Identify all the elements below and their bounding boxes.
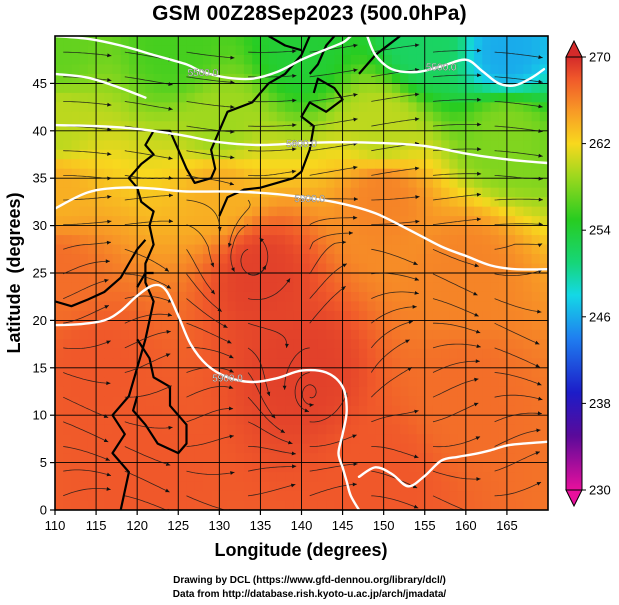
coastline-6 xyxy=(268,36,302,52)
x-tick-label-2: 120 xyxy=(126,518,148,533)
y-tick-label-3: 15 xyxy=(33,360,47,375)
colorbar: 230 238 246 254 262 270 xyxy=(565,39,611,508)
contour-label-4: 5900.0 xyxy=(294,194,325,205)
temperature-field xyxy=(55,36,548,510)
y-tick-label-7: 35 xyxy=(33,171,47,186)
y-tick-label-2: 10 xyxy=(33,408,47,423)
chart-title: GSM 00Z28Sep2023 (500.0hPa) xyxy=(152,2,467,25)
colorbar-tick-label-2: 246 xyxy=(589,309,611,324)
contour-line-4 xyxy=(55,186,548,271)
x-tick-label-8: 150 xyxy=(373,518,395,533)
y-tick-label-9: 45 xyxy=(33,76,47,91)
x-tick-label-10: 160 xyxy=(455,518,477,533)
x-tick-label-7: 145 xyxy=(332,518,354,533)
colorbar-max-arrow xyxy=(565,39,583,58)
x-tick-label-0: 110 xyxy=(45,518,66,533)
x-tick-label-6: 140 xyxy=(291,518,313,533)
coastline-1 xyxy=(55,239,147,308)
x-axis-label: Longitude (degrees) xyxy=(214,540,387,560)
height-contours: 5500.0 5500.0 5800.0 5900.0 5900.0 xyxy=(55,36,548,510)
x-tick-label-3: 125 xyxy=(167,518,189,533)
coastline-3 xyxy=(308,36,336,75)
x-tick-label-9: 155 xyxy=(414,518,436,533)
coastline-4 xyxy=(132,338,188,455)
x-tick-label-5: 135 xyxy=(250,518,272,533)
coastline-0 xyxy=(111,36,311,510)
y-tick-label-0: 0 xyxy=(40,503,47,518)
contour-line-1 xyxy=(366,36,546,87)
x-tick-label-11: 165 xyxy=(496,518,518,533)
colorbar-tick-label-3: 254 xyxy=(589,223,611,238)
contour-line-5 xyxy=(55,283,361,510)
x-tick-label-1: 115 xyxy=(86,518,107,533)
colorbar-gradient xyxy=(565,56,583,491)
y-tick-label-6: 30 xyxy=(33,218,47,233)
y-tick-label-1: 5 xyxy=(40,455,47,470)
colorbar-tick-label-0: 230 xyxy=(589,483,611,498)
colorbar-tick-label-4: 262 xyxy=(589,136,611,151)
y-tick-label-4: 20 xyxy=(33,313,47,328)
contour-label-5: 5900.0 xyxy=(212,373,243,384)
grid-lines xyxy=(55,36,548,510)
contour-line-3 xyxy=(55,123,548,165)
y-axis-label: Latitude (degrees) xyxy=(4,192,24,353)
coastline-7 xyxy=(136,271,154,288)
contour-line-6 xyxy=(357,440,548,488)
contour-line-2 xyxy=(55,72,147,99)
streamlines xyxy=(63,43,543,510)
y-axis: 0 5 10 15 20 25 30 35 40 45 xyxy=(33,76,55,518)
contour-label-1: 5500.0 xyxy=(426,62,457,73)
contour-label-3: 5800.0 xyxy=(286,139,317,150)
colorbar-tick-label-1: 238 xyxy=(589,396,611,411)
x-tick-label-4: 130 xyxy=(208,518,230,533)
colorbar-tick-label-5: 270 xyxy=(589,50,611,65)
contour-label-0: 5500.0 xyxy=(188,68,219,79)
credit-data-source: Data from http://database.rish.kyoto-u.a… xyxy=(172,589,447,600)
y-tick-label-5: 25 xyxy=(33,266,47,281)
credit-drawing: Drawing by DCL (https://www.gfd-dennou.o… xyxy=(173,575,446,586)
contour-line-0 xyxy=(55,36,352,81)
coastline-2 xyxy=(218,77,344,217)
x-axis: 110 115 120 125 130 135 140 145 150 155 160 165 xyxy=(45,510,518,533)
colorbar-min-arrow xyxy=(565,489,583,508)
y-tick-label-8: 40 xyxy=(33,123,47,138)
